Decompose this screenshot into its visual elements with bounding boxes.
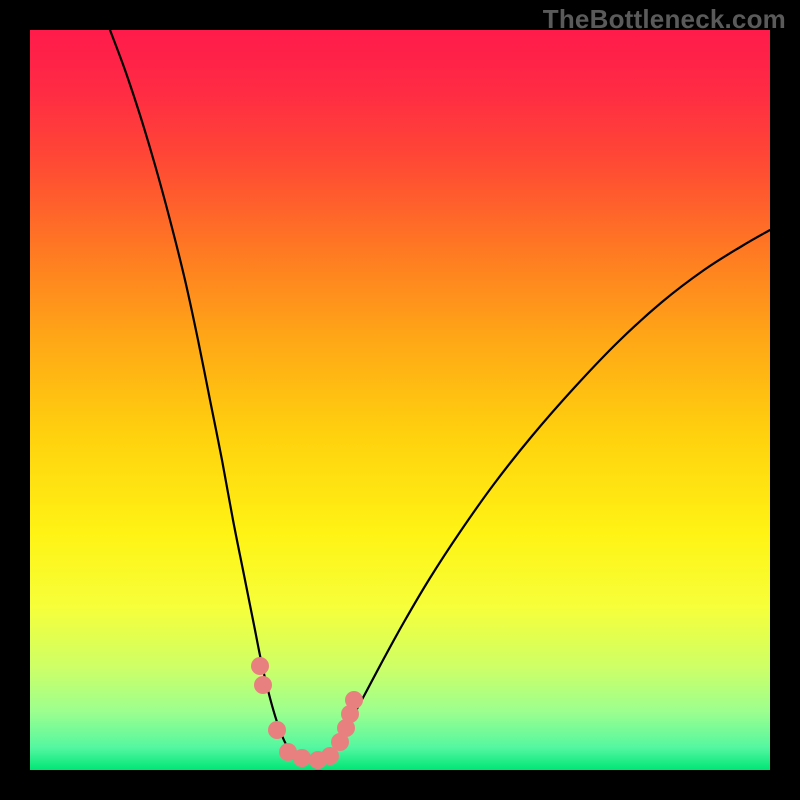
valley-marker-dot xyxy=(254,676,272,694)
valley-marker-dot xyxy=(251,657,269,675)
watermark-text: TheBottleneck.com xyxy=(543,4,786,35)
chart-frame: TheBottleneck.com xyxy=(0,0,800,800)
valley-marker-dot xyxy=(293,749,311,767)
bottleneck-chart xyxy=(0,0,800,800)
plot-area xyxy=(30,30,770,770)
valley-marker-dot xyxy=(268,721,286,739)
plot-background xyxy=(30,30,770,770)
valley-marker-dot xyxy=(345,691,363,709)
